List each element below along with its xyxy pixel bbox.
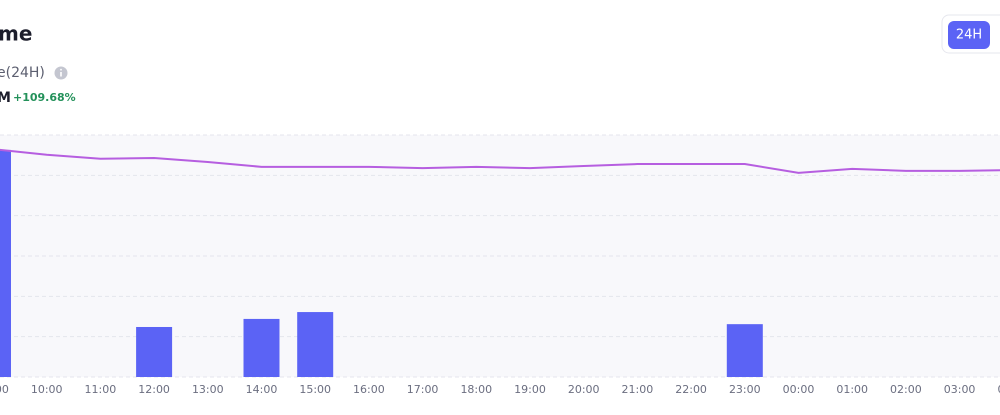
x-tick-label: 00:00 xyxy=(783,383,815,396)
title: me xyxy=(0,22,32,46)
bar xyxy=(0,149,11,377)
x-tick-label: 21:00 xyxy=(622,383,654,396)
x-tick-label: 18:00 xyxy=(460,383,492,396)
x-tick-label: 16:00 xyxy=(353,383,385,396)
bar xyxy=(136,326,173,377)
x-tick-label: 22:00 xyxy=(675,383,707,396)
x-tick-label: 14:00 xyxy=(246,383,278,396)
x-tick-label: 13:00 xyxy=(192,383,224,396)
metric-label: e(24H) xyxy=(0,65,45,81)
x-tick-label: 10:00 xyxy=(31,383,63,396)
x-tick-label: 01:00 xyxy=(836,383,868,396)
info-icon[interactable] xyxy=(54,66,68,80)
bar xyxy=(726,324,763,377)
range-button-label[interactable]: 24H xyxy=(956,28,982,43)
x-tick-label: 09:00 xyxy=(0,383,9,396)
x-tick-label: 12:00 xyxy=(138,383,170,396)
x-tick-label: 23:00 xyxy=(729,383,761,396)
x-tick-label: 03:00 xyxy=(944,383,976,396)
x-tick-label: 04:00 xyxy=(997,383,1000,396)
range-button[interactable] xyxy=(948,21,990,49)
x-tick-label: 02:00 xyxy=(890,383,922,396)
x-tick-label: 15:00 xyxy=(299,383,331,396)
x-tick-label: 11:00 xyxy=(85,383,117,396)
bar xyxy=(297,312,334,377)
x-tick-label: 19:00 xyxy=(514,383,546,396)
line xyxy=(0,148,1000,174)
bar xyxy=(243,318,280,377)
range-selector: 24H xyxy=(941,14,1000,54)
metric-value: M xyxy=(0,90,11,106)
x-tick-label: 20:00 xyxy=(568,383,600,396)
change: +109.68% xyxy=(13,91,76,104)
x-tick-label: 17:00 xyxy=(407,383,439,396)
